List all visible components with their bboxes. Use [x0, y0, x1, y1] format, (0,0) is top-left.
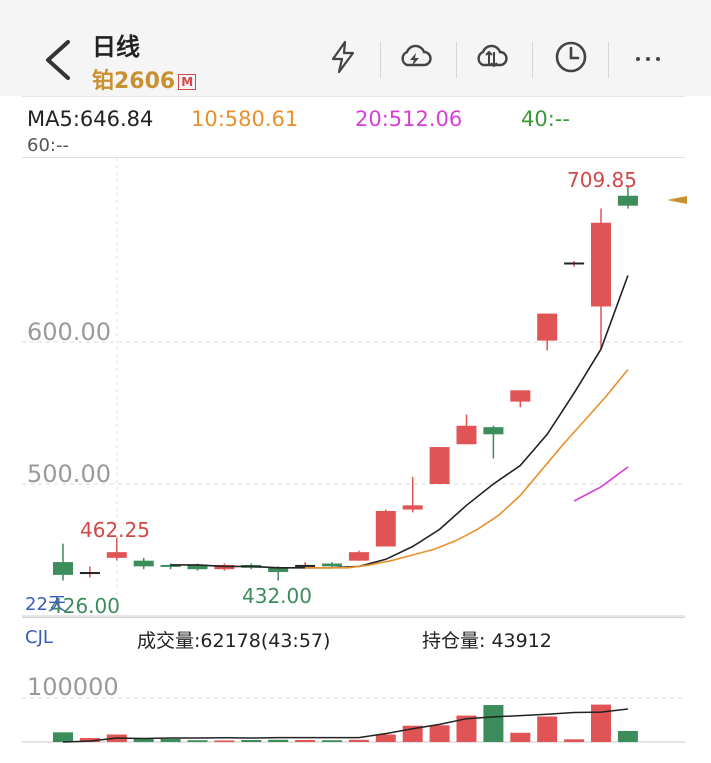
volume-indicator-name[interactable]: CJL	[25, 627, 53, 648]
y-tick-500: 500.00	[27, 460, 111, 488]
candle-body	[133, 560, 154, 567]
top-bar: 日线 铂2606 M	[0, 0, 711, 96]
ma-divider	[22, 157, 685, 158]
high-point-label: 709.85	[567, 168, 637, 192]
volume-bar	[79, 738, 100, 742]
cloud-download-icon[interactable]	[398, 40, 432, 74]
candlestick-chart[interactable]	[0, 158, 711, 618]
volume-bar	[510, 732, 531, 742]
left-low-label: 426.00	[50, 594, 120, 618]
more-icon[interactable]	[632, 40, 666, 74]
separator	[380, 42, 381, 78]
ma60-value: 60:--	[27, 135, 69, 156]
ma10-line	[305, 368, 629, 569]
candle-body	[591, 222, 611, 307]
candle-body	[295, 564, 316, 567]
volume-chart[interactable]	[0, 650, 711, 750]
cloud-sync-icon[interactable]	[474, 40, 508, 74]
candle-body	[375, 510, 396, 547]
candle-body	[429, 447, 450, 484]
separator	[456, 42, 457, 78]
volume-bar	[564, 739, 585, 742]
volume-bar	[375, 734, 396, 742]
ma40-value: 40:--	[521, 107, 570, 131]
volume-bar	[617, 731, 638, 742]
volume-bar	[456, 715, 477, 742]
left-high-label: 462.25	[80, 518, 150, 542]
volume-bar	[537, 716, 558, 742]
candle-body	[483, 427, 504, 435]
ma5-value: MA5:646.84	[27, 107, 154, 131]
volume-bar	[483, 705, 504, 742]
volume-bar	[322, 740, 342, 742]
candle-body	[106, 552, 127, 558]
volume-bar	[53, 732, 73, 742]
candle-body	[268, 567, 289, 573]
y-tick-600: 600.00	[27, 318, 111, 346]
header-divider	[22, 96, 685, 97]
candle-body	[402, 505, 423, 510]
candle-body	[160, 564, 181, 567]
period-title: 日线	[92, 33, 140, 61]
days-count: 22天	[25, 594, 66, 615]
volume-bar	[133, 738, 154, 742]
volume-value: 成交量:62178(43:57)	[137, 630, 331, 652]
ma20-value: 20:512.06	[355, 107, 463, 131]
candle-body	[510, 390, 531, 402]
open-interest-line	[62, 708, 628, 743]
volume-bar	[241, 740, 262, 742]
ma20-line	[573, 466, 629, 502]
contract-code: 铂2606	[92, 69, 176, 94]
volume-bar	[295, 740, 316, 742]
ma10-value: 10:580.61	[191, 107, 299, 131]
last-price-pointer-icon	[667, 196, 687, 204]
back-arrow-icon[interactable]	[40, 36, 80, 84]
volume-bar	[214, 740, 235, 742]
candle-body	[53, 562, 73, 575]
candle-body	[348, 552, 369, 561]
volume-axis-tick: 100000	[27, 673, 119, 701]
ma5-line	[170, 275, 629, 569]
candle-body	[564, 262, 585, 265]
candle-body	[187, 564, 208, 570]
candle-body	[456, 425, 477, 445]
market-badge: M	[178, 74, 197, 90]
clock-icon[interactable]	[554, 40, 588, 74]
mid-low-label: 432.00	[242, 584, 312, 608]
separator	[608, 42, 609, 78]
contract-name[interactable]: 铂2606 M	[92, 63, 197, 95]
volume-bar	[187, 740, 208, 742]
candle-body	[617, 195, 638, 206]
volume-bar	[591, 704, 611, 742]
volume-bar	[429, 725, 450, 742]
lightning-icon[interactable]	[326, 40, 360, 74]
volume-bar	[160, 738, 181, 742]
volume-bar	[268, 739, 289, 742]
open-interest-value: 持仓量: 43912	[422, 630, 552, 652]
volume-divider	[22, 617, 685, 618]
candle-body	[79, 572, 100, 575]
volume-bar	[348, 739, 369, 742]
separator	[532, 42, 533, 78]
candle-body	[322, 563, 342, 567]
candle-body	[537, 313, 558, 341]
